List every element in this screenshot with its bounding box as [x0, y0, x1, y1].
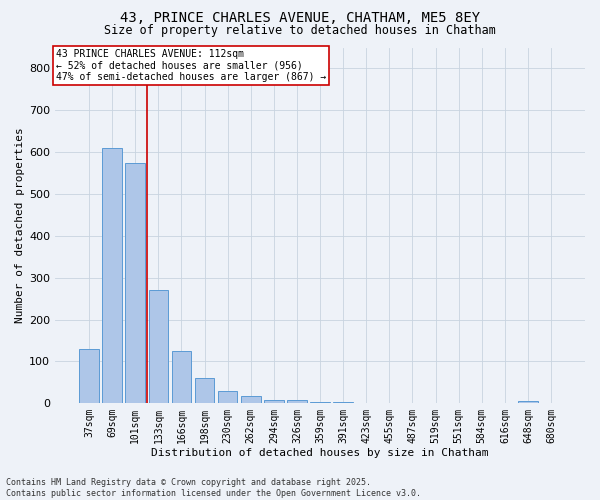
Bar: [103, 148, 122, 403]
Bar: [310, 402, 330, 403]
Bar: [172, 351, 191, 403]
Y-axis label: Number of detached properties: Number of detached properties: [15, 128, 25, 323]
Text: 43 PRINCE CHARLES AVENUE: 112sqm
← 52% of detached houses are smaller (956)
47% : 43 PRINCE CHARLES AVENUE: 112sqm ← 52% o…: [56, 50, 326, 82]
Bar: [264, 400, 284, 403]
Bar: [334, 402, 353, 403]
Bar: [518, 401, 538, 403]
Bar: [218, 390, 238, 403]
Text: Size of property relative to detached houses in Chatham: Size of property relative to detached ho…: [104, 24, 496, 37]
Text: Contains HM Land Registry data © Crown copyright and database right 2025.
Contai: Contains HM Land Registry data © Crown c…: [6, 478, 421, 498]
Bar: [287, 400, 307, 403]
X-axis label: Distribution of detached houses by size in Chatham: Distribution of detached houses by size …: [151, 448, 489, 458]
Bar: [149, 290, 168, 403]
Text: 43, PRINCE CHARLES AVENUE, CHATHAM, ME5 8EY: 43, PRINCE CHARLES AVENUE, CHATHAM, ME5 …: [120, 11, 480, 25]
Bar: [195, 378, 214, 403]
Bar: [79, 349, 99, 403]
Bar: [241, 396, 260, 403]
Bar: [125, 162, 145, 403]
